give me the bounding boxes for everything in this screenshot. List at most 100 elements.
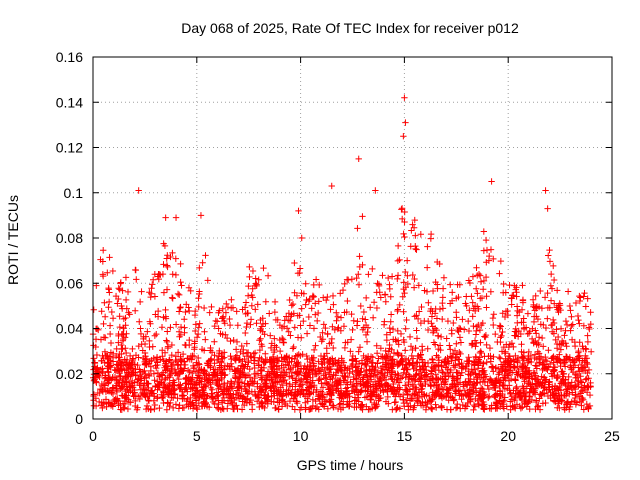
data-point	[178, 357, 185, 365]
data-point	[413, 327, 420, 334]
data-point	[529, 325, 536, 332]
data-point	[289, 374, 296, 382]
data-point	[162, 306, 169, 314]
data-point	[486, 393, 493, 400]
data-point	[435, 357, 443, 364]
data-point	[433, 315, 441, 322]
data-point	[176, 402, 183, 409]
data-point	[195, 324, 202, 331]
data-point	[220, 317, 228, 325]
data-point	[470, 322, 477, 330]
data-point	[215, 353, 222, 360]
data-point	[453, 375, 461, 382]
data-point	[202, 400, 209, 407]
data-point	[408, 227, 415, 234]
data-point	[191, 338, 199, 345]
data-point	[366, 304, 374, 311]
x-tick-label: 10	[293, 428, 309, 444]
data-point	[398, 358, 405, 366]
data-point	[497, 323, 504, 330]
data-point	[377, 294, 385, 301]
data-point	[355, 271, 362, 278]
data-point	[295, 351, 302, 358]
data-point	[380, 386, 387, 394]
plot-frame	[92, 56, 613, 420]
data-point	[488, 178, 495, 185]
data-point	[141, 375, 148, 382]
data-point	[575, 383, 582, 390]
data-point	[443, 360, 450, 368]
data-point	[514, 387, 522, 395]
data-point	[581, 289, 588, 297]
data-point	[319, 364, 326, 371]
data-point	[550, 363, 557, 371]
data-point	[480, 247, 488, 254]
data-point	[143, 402, 151, 410]
data-point	[412, 242, 419, 250]
data-point	[496, 397, 503, 405]
data-point	[215, 325, 222, 332]
data-point	[305, 369, 312, 376]
data-point	[207, 356, 215, 363]
data-point	[447, 346, 454, 353]
data-point	[394, 327, 401, 335]
data-point	[449, 289, 456, 296]
data-point	[196, 264, 203, 272]
data-point	[227, 383, 234, 390]
data-point	[315, 358, 322, 365]
data-point	[431, 379, 439, 386]
data-point	[347, 336, 355, 343]
data-point	[195, 360, 203, 367]
data-point	[288, 391, 295, 398]
data-point	[439, 299, 446, 307]
data-point	[458, 396, 465, 403]
data-point	[200, 395, 208, 403]
data-point	[544, 366, 551, 374]
data-point	[472, 370, 479, 377]
data-point	[307, 382, 315, 390]
data-point	[429, 323, 436, 330]
data-point	[309, 396, 317, 403]
data-point	[319, 336, 327, 343]
data-point	[123, 305, 130, 312]
data-point	[344, 373, 352, 381]
data-point	[456, 387, 464, 394]
data-point	[513, 383, 520, 391]
data-point	[312, 300, 319, 307]
data-point	[222, 309, 230, 316]
data-point	[355, 360, 363, 368]
data-point	[114, 300, 121, 307]
data-point	[429, 359, 437, 366]
data-point	[546, 246, 553, 254]
data-point	[277, 384, 284, 391]
data-point	[121, 334, 129, 341]
data-point	[194, 406, 201, 413]
data-point	[148, 290, 155, 297]
data-point	[469, 313, 476, 320]
data-point	[381, 291, 389, 298]
data-point	[581, 386, 589, 394]
data-point	[405, 356, 412, 364]
data-point	[167, 324, 174, 331]
data-point	[470, 406, 477, 414]
data-point	[193, 334, 201, 341]
data-point	[98, 308, 105, 315]
data-point	[452, 390, 459, 397]
data-point	[571, 394, 579, 402]
data-point	[170, 394, 177, 401]
data-point	[519, 404, 526, 411]
data-point	[365, 378, 372, 385]
data-point	[100, 320, 107, 328]
data-point	[118, 341, 125, 349]
data-point	[450, 362, 457, 369]
data-point	[384, 369, 391, 376]
data-point	[172, 214, 180, 221]
data-point	[376, 375, 383, 382]
data-point	[391, 399, 398, 406]
data-point	[218, 362, 225, 369]
data-point	[501, 374, 508, 381]
data-point	[183, 301, 190, 308]
data-point	[198, 402, 206, 410]
data-point	[587, 309, 594, 316]
data-point	[507, 367, 514, 375]
